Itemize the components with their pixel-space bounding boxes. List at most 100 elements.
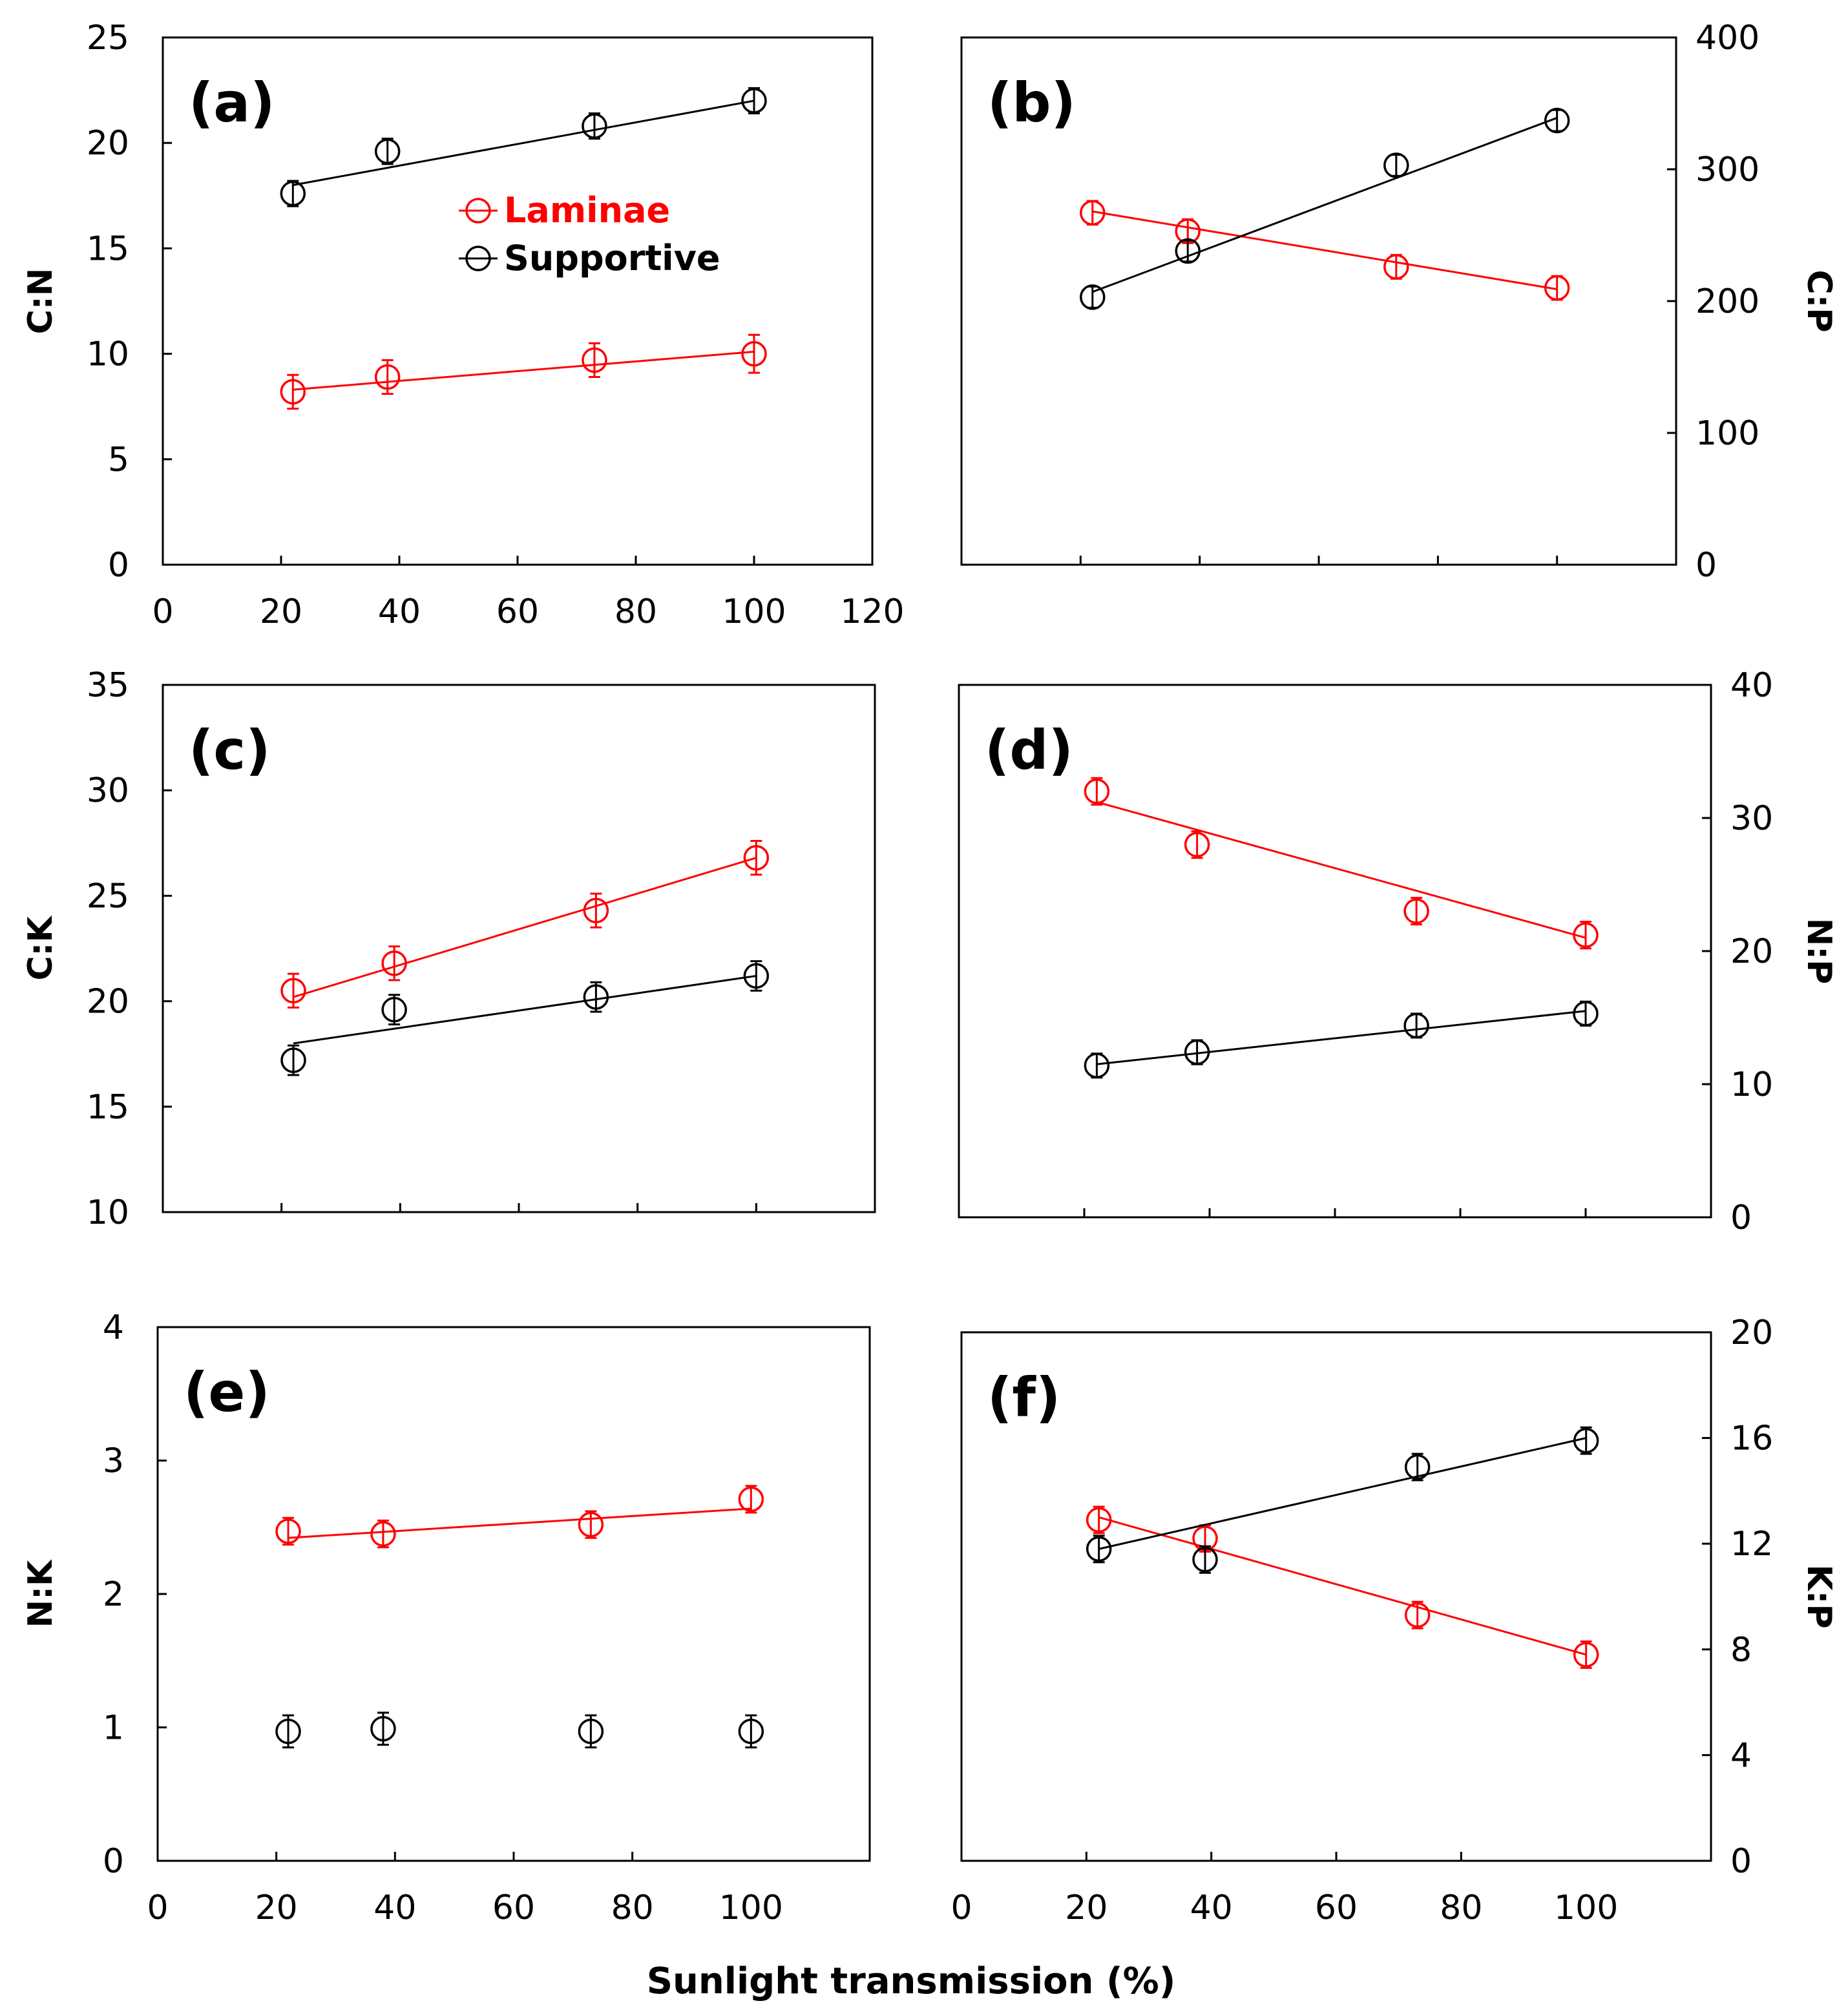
- y-tick-label: 200: [1696, 282, 1759, 321]
- x-tick-label: 40: [378, 592, 421, 631]
- x-tick-label: 20: [1065, 1889, 1108, 1927]
- panel-f: 0 20 40 60 80 100 0 4 8 12 16 20 K:P (f): [950, 1314, 1838, 1927]
- x-tick-label: 60: [496, 592, 539, 631]
- laminae-point: [1544, 275, 1570, 301]
- panel-b: 0 100 200 300 400 C:P (b): [960, 19, 1838, 585]
- x-axis-title: Sunlight transmission (%): [647, 1960, 1176, 2002]
- x-tick-label: 100: [1554, 1889, 1618, 1927]
- laminae-point: [275, 1518, 301, 1544]
- laminae-point: [743, 844, 770, 871]
- y-tick-label: 25: [87, 877, 129, 916]
- laminae-point: [582, 347, 607, 373]
- supportive-point: [743, 963, 770, 989]
- supportive-point: [1086, 1536, 1112, 1562]
- y-tick-label: 15: [87, 1088, 129, 1127]
- legend: Laminae Supportive: [459, 190, 720, 278]
- supportive-point: [381, 996, 407, 1023]
- x-tick-label: 80: [614, 592, 657, 631]
- y-axis-title: C:N: [21, 268, 60, 334]
- y-tick-label: 400: [1696, 19, 1759, 58]
- y-tick-label: 100: [1696, 414, 1759, 453]
- legend-laminae-label: Laminae: [504, 190, 670, 231]
- supportive-point: [738, 1718, 764, 1745]
- x-tick-label: 120: [840, 592, 904, 631]
- supportive-point: [1573, 1427, 1599, 1454]
- supportive-point: [275, 1718, 301, 1745]
- supportive-point: [1403, 1012, 1429, 1039]
- laminae-point: [381, 950, 407, 976]
- chart-panels: 0 20 40 60 80 100 1200510152025C:N(a)LaminaeSu…: [21, 19, 1838, 1927]
- laminae-point: [1403, 898, 1429, 924]
- panel-c: 10 15 20 25 30 35 C:K (c): [21, 666, 876, 1232]
- x-tick-label: 20: [255, 1889, 298, 1927]
- supportive-fit-line: [1092, 117, 1558, 293]
- supportive-point: [280, 180, 306, 207]
- supportive-point: [578, 1718, 604, 1745]
- laminae-point: [1573, 922, 1599, 948]
- supportive-point: [370, 1715, 396, 1742]
- laminae-fit-line: [1096, 801, 1586, 939]
- panel-e: 0 20 40 60 80 100 0 1 2 3 4 N:K (e): [21, 1308, 871, 1927]
- legend-supportive-label: Supportive: [504, 238, 720, 278]
- panel-a: 0 20 40 60 80 100 120 0 5 10 15 20 25 C:N (a) Laminae Su…: [21, 19, 905, 631]
- supportive-point: [1383, 152, 1409, 178]
- plot-frame: [960, 1331, 1712, 1862]
- x-tick-label: 100: [719, 1889, 783, 1927]
- y-tick-label: 20: [1730, 1314, 1773, 1352]
- x-tick-label: 80: [611, 1889, 654, 1927]
- y-tick-label: 8: [1730, 1631, 1752, 1670]
- x-tick-label: 80: [1440, 1889, 1482, 1927]
- supportive-point: [280, 1047, 306, 1073]
- y-tick-label: 15: [87, 229, 129, 268]
- laminae-fit-line: [293, 350, 755, 391]
- laminae-fit-line: [288, 1507, 751, 1539]
- y-tick-label: 40: [1730, 666, 1773, 705]
- y-tick-label: 2: [103, 1575, 124, 1614]
- supportive-point: [1544, 107, 1570, 134]
- y-tick-label: 0: [1730, 1199, 1752, 1237]
- supportive-point: [1084, 1053, 1110, 1078]
- y-tick-label: 4: [1730, 1736, 1752, 1775]
- laminae-point: [1086, 1507, 1112, 1533]
- y-tick-label: 30: [87, 771, 129, 810]
- laminae-point: [370, 1521, 396, 1547]
- panel-label: (f): [987, 1366, 1060, 1429]
- y-tick-label: 1: [103, 1709, 124, 1748]
- y-tick-label: 0: [108, 546, 129, 585]
- y-tick-label: 20: [1730, 932, 1773, 971]
- y-tick-label: 0: [103, 1842, 124, 1881]
- y-tick-label: 10: [87, 1193, 129, 1232]
- y-tick-label: 35: [87, 666, 129, 705]
- panel-d: 0 10 20 30 40 N:P (d): [958, 666, 1838, 1237]
- legend-laminae-marker: [465, 198, 491, 224]
- x-tick-label: 0: [147, 1889, 168, 1927]
- y-tick-label: 30: [1730, 799, 1773, 838]
- supportive-fit-line: [293, 100, 755, 186]
- panel-label: (a): [189, 71, 275, 134]
- y-tick-label: 20: [87, 124, 129, 163]
- y-tick-label: 5: [108, 441, 129, 479]
- laminae-point: [583, 897, 609, 923]
- laminae-point: [280, 379, 306, 405]
- y-axis-title: N:P: [1800, 918, 1838, 984]
- supportive-point: [1080, 284, 1106, 310]
- y-tick-label: 10: [87, 335, 129, 374]
- supportive-fit-line: [293, 974, 757, 1045]
- y-axis-title: C:P: [1800, 269, 1838, 332]
- supportive-point: [1184, 1039, 1210, 1065]
- supportive-fit-line: [1098, 1437, 1586, 1550]
- y-tick-label: 4: [103, 1308, 124, 1347]
- laminae-point: [280, 978, 306, 1004]
- x-tick-label: 60: [492, 1889, 535, 1927]
- x-tick-label: 60: [1315, 1889, 1358, 1927]
- panel-label: (c): [189, 718, 271, 782]
- laminae-point: [1184, 832, 1210, 857]
- panel-label: (e): [184, 1361, 270, 1424]
- y-tick-label: 16: [1730, 1420, 1773, 1458]
- x-tick-label: 40: [1190, 1889, 1233, 1927]
- laminae-point: [1080, 200, 1106, 226]
- supportive-point: [582, 113, 607, 139]
- legend-supportive-marker: [465, 246, 491, 271]
- x-tick-label: 100: [722, 592, 786, 631]
